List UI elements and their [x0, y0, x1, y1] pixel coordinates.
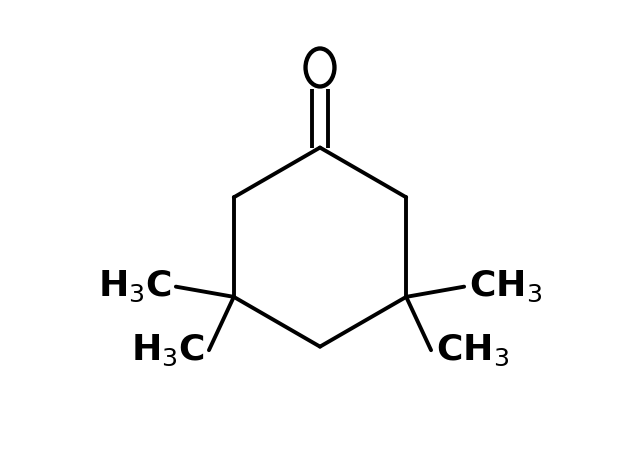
Text: CH$_3$: CH$_3$: [436, 333, 509, 368]
Ellipse shape: [305, 49, 335, 87]
Text: H$_3$C: H$_3$C: [97, 269, 172, 304]
Text: CH$_3$: CH$_3$: [468, 269, 541, 304]
Text: H$_3$C: H$_3$C: [131, 333, 204, 368]
